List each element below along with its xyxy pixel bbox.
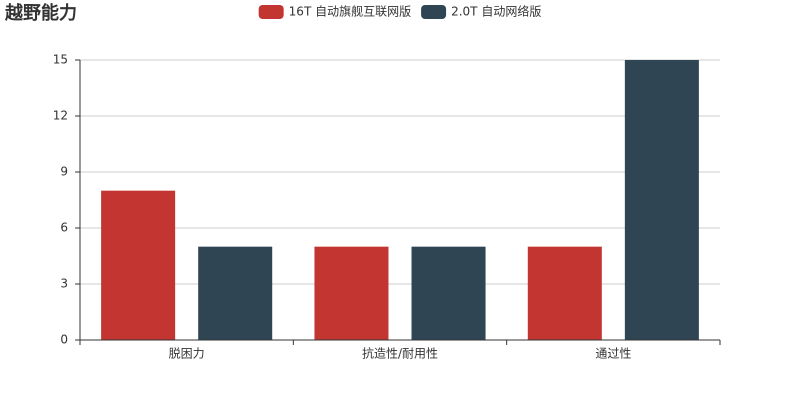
x-tick-label: 脱困力 (169, 346, 205, 361)
chart-title: 越野能力 (4, 2, 77, 24)
y-tick-label: 6 (60, 221, 68, 235)
bar (198, 246, 273, 340)
y-tick-label: 3 (60, 277, 68, 291)
bar (624, 60, 699, 340)
bar (411, 246, 486, 340)
legend-label: 16T 自动旗舰互联网版 (289, 4, 411, 19)
y-tick-label: 0 (60, 333, 68, 347)
x-tick-label: 抗造性/耐用性 (362, 346, 438, 361)
bar (101, 190, 176, 340)
bar (314, 246, 389, 340)
legend-label: 2.0T 自动网络版 (451, 4, 541, 19)
bar (527, 246, 602, 340)
y-tick-label: 12 (53, 109, 68, 123)
y-tick-label: 9 (60, 165, 68, 179)
legend-swatch (258, 5, 284, 19)
legend-swatch (421, 5, 447, 19)
y-tick-label: 15 (53, 53, 68, 67)
x-tick-label: 通过性 (595, 347, 631, 361)
